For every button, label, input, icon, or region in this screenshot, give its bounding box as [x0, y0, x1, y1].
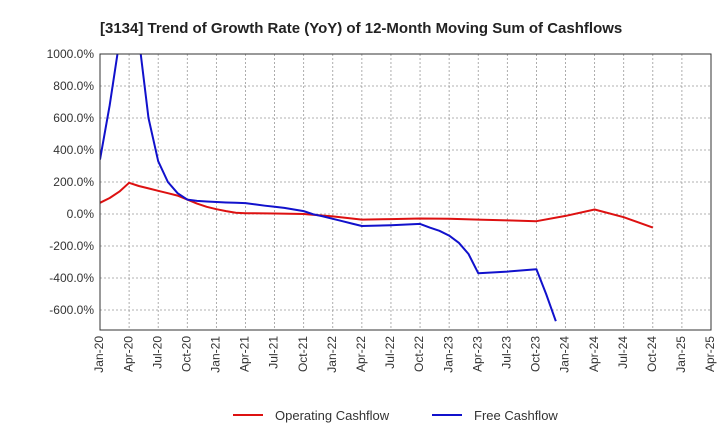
legend: Operating Cashflow Free Cashflow — [233, 408, 558, 423]
x-tick-label: Jan-21 — [209, 336, 223, 373]
x-tick-label: Oct-24 — [645, 336, 659, 372]
plot-area — [100, 54, 654, 322]
x-tick-label: Oct-20 — [179, 336, 193, 372]
plot-frame — [99, 53, 712, 331]
y-tick-label: -200.0% — [49, 239, 94, 253]
y-tick-label: 0.0% — [67, 207, 95, 221]
y-tick-label: 1000.0% — [47, 47, 95, 61]
series-line-free-cashflow — [100, 54, 557, 322]
y-tick-label: 600.0% — [53, 111, 94, 125]
y-tick-label: -600.0% — [49, 303, 94, 317]
legend-label: Free Cashflow — [474, 408, 558, 423]
x-axis-ticks: Jan-20 Apr-20 Jul-20 Oct-20 Jan-21 Apr-21 Jul-… — [92, 336, 717, 373]
x-tick-label: Oct-23 — [529, 336, 543, 372]
x-tick-label: Apr-24 — [587, 336, 601, 372]
x-tick-label: Jul-24 — [616, 336, 630, 369]
x-tick-label: Jan-23 — [441, 336, 455, 373]
y-axis-ticks: 1000.0% 800.0% 600.0% 400.0% 200.0% 0.0% -200.… — [47, 47, 95, 317]
legend-label: Operating Cashflow — [275, 408, 390, 423]
x-tick-label: Jul-22 — [383, 336, 397, 369]
x-tick-label: Apr-25 — [703, 336, 717, 372]
x-tick-label: Jul-20 — [150, 336, 164, 369]
x-tick-label: Apr-20 — [121, 336, 135, 372]
x-tick-label: Apr-22 — [354, 336, 368, 372]
y-tick-label: 800.0% — [53, 79, 94, 93]
series-layer — [100, 54, 654, 322]
x-tick-label: Jan-20 — [92, 336, 106, 373]
x-tick-label: Oct-21 — [296, 336, 310, 372]
y-tick-label: 400.0% — [53, 143, 94, 157]
series-line-operating-cashflow — [100, 181, 654, 229]
x-tick-label: Jan-24 — [558, 336, 572, 373]
x-tick-label: Jan-22 — [325, 336, 339, 373]
x-tick-label: Oct-22 — [412, 336, 426, 372]
x-tick-label: Jul-21 — [267, 336, 281, 369]
x-tick-label: Apr-23 — [470, 336, 484, 372]
chart-title: [3134] Trend of Growth Rate (YoY) of 12-… — [100, 20, 622, 37]
x-tick-label: Apr-21 — [238, 336, 252, 372]
y-tick-label: -400.0% — [49, 271, 94, 285]
grid-lines — [99, 53, 712, 330]
x-tick-label: Jul-23 — [500, 336, 514, 369]
y-tick-label: 200.0% — [53, 175, 94, 189]
x-tick-label: Jan-25 — [674, 336, 688, 373]
